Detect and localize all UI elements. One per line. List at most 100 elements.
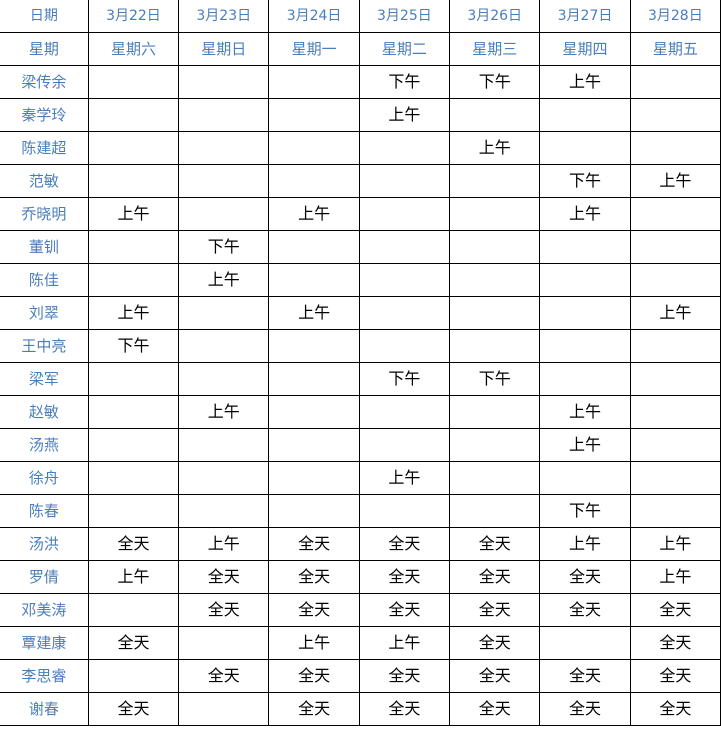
shift-cell[interactable]: 上午 — [630, 296, 721, 330]
shift-cell[interactable] — [178, 296, 270, 330]
shift-cell[interactable]: 全天 — [449, 527, 541, 561]
shift-cell[interactable]: 上午 — [630, 164, 721, 198]
shift-cell[interactable]: 下午 — [539, 164, 631, 198]
shift-cell[interactable] — [630, 263, 721, 297]
shift-cell[interactable]: 全天 — [359, 692, 451, 726]
shift-cell[interactable]: 全天 — [268, 593, 360, 627]
shift-cell[interactable] — [88, 428, 180, 462]
shift-cell[interactable]: 全天 — [630, 692, 721, 726]
shift-cell[interactable]: 下午 — [359, 65, 451, 99]
shift-cell[interactable] — [268, 428, 360, 462]
shift-cell[interactable] — [88, 593, 180, 627]
shift-cell[interactable] — [88, 362, 180, 396]
shift-cell[interactable]: 下午 — [178, 230, 270, 264]
shift-cell[interactable]: 全天 — [178, 659, 270, 693]
shift-cell[interactable]: 全天 — [539, 692, 631, 726]
shift-cell[interactable] — [449, 296, 541, 330]
shift-cell[interactable] — [268, 395, 360, 429]
shift-cell[interactable] — [359, 428, 451, 462]
shift-cell[interactable]: 上午 — [539, 395, 631, 429]
shift-cell[interactable]: 下午 — [449, 362, 541, 396]
shift-cell[interactable] — [178, 131, 270, 165]
shift-cell[interactable] — [178, 428, 270, 462]
shift-cell[interactable]: 全天 — [449, 692, 541, 726]
shift-cell[interactable]: 全天 — [449, 626, 541, 660]
shift-cell[interactable]: 全天 — [449, 659, 541, 693]
shift-cell[interactable]: 上午 — [178, 263, 270, 297]
shift-cell[interactable] — [630, 230, 721, 264]
shift-cell[interactable] — [178, 65, 270, 99]
shift-cell[interactable] — [449, 164, 541, 198]
shift-cell[interactable]: 全天 — [449, 560, 541, 594]
shift-cell[interactable] — [539, 263, 631, 297]
shift-cell[interactable] — [539, 461, 631, 495]
shift-cell[interactable]: 上午 — [539, 65, 631, 99]
shift-cell[interactable] — [268, 263, 360, 297]
shift-cell[interactable] — [630, 131, 721, 165]
shift-cell[interactable] — [449, 197, 541, 231]
shift-cell[interactable] — [178, 362, 270, 396]
shift-cell[interactable]: 全天 — [359, 659, 451, 693]
shift-cell[interactable] — [359, 395, 451, 429]
shift-cell[interactable] — [539, 626, 631, 660]
shift-cell[interactable] — [88, 131, 180, 165]
shift-cell[interactable]: 上午 — [268, 626, 360, 660]
shift-cell[interactable] — [88, 494, 180, 528]
shift-cell[interactable] — [88, 659, 180, 693]
shift-cell[interactable] — [630, 428, 721, 462]
shift-cell[interactable] — [449, 263, 541, 297]
shift-cell[interactable]: 上午 — [630, 560, 721, 594]
shift-cell[interactable] — [359, 197, 451, 231]
shift-cell[interactable]: 上午 — [359, 98, 451, 132]
shift-cell[interactable] — [539, 362, 631, 396]
shift-cell[interactable]: 下午 — [449, 65, 541, 99]
shift-cell[interactable] — [359, 164, 451, 198]
shift-cell[interactable] — [268, 131, 360, 165]
shift-cell[interactable] — [268, 230, 360, 264]
shift-cell[interactable]: 全天 — [630, 593, 721, 627]
shift-cell[interactable]: 上午 — [88, 560, 180, 594]
shift-cell[interactable]: 上午 — [539, 197, 631, 231]
shift-cell[interactable]: 全天 — [88, 692, 180, 726]
shift-cell[interactable]: 全天 — [449, 593, 541, 627]
shift-cell[interactable] — [178, 461, 270, 495]
shift-cell[interactable]: 全天 — [88, 527, 180, 561]
shift-cell[interactable] — [178, 626, 270, 660]
shift-cell[interactable]: 上午 — [539, 428, 631, 462]
shift-cell[interactable] — [449, 461, 541, 495]
shift-cell[interactable] — [449, 98, 541, 132]
shift-cell[interactable]: 上午 — [88, 197, 180, 231]
shift-cell[interactable] — [88, 461, 180, 495]
shift-cell[interactable] — [178, 329, 270, 363]
shift-cell[interactable] — [88, 65, 180, 99]
shift-cell[interactable] — [630, 65, 721, 99]
shift-cell[interactable] — [539, 296, 631, 330]
shift-cell[interactable] — [630, 461, 721, 495]
shift-cell[interactable]: 全天 — [268, 560, 360, 594]
shift-cell[interactable] — [268, 329, 360, 363]
shift-cell[interactable]: 上午 — [539, 527, 631, 561]
shift-cell[interactable]: 全天 — [268, 692, 360, 726]
shift-cell[interactable] — [539, 230, 631, 264]
shift-cell[interactable]: 上午 — [88, 296, 180, 330]
shift-cell[interactable] — [359, 329, 451, 363]
shift-cell[interactable]: 全天 — [539, 560, 631, 594]
shift-cell[interactable] — [539, 329, 631, 363]
shift-cell[interactable]: 上午 — [178, 395, 270, 429]
shift-cell[interactable] — [268, 98, 360, 132]
shift-cell[interactable] — [539, 98, 631, 132]
shift-cell[interactable] — [88, 263, 180, 297]
shift-cell[interactable] — [630, 395, 721, 429]
shift-cell[interactable] — [449, 230, 541, 264]
shift-cell[interactable] — [178, 197, 270, 231]
shift-cell[interactable] — [88, 230, 180, 264]
shift-cell[interactable]: 全天 — [88, 626, 180, 660]
shift-cell[interactable] — [359, 131, 451, 165]
shift-cell[interactable] — [178, 494, 270, 528]
shift-cell[interactable] — [359, 230, 451, 264]
shift-cell[interactable]: 全天 — [178, 593, 270, 627]
shift-cell[interactable]: 全天 — [268, 659, 360, 693]
shift-cell[interactable] — [449, 395, 541, 429]
shift-cell[interactable] — [88, 98, 180, 132]
shift-cell[interactable] — [178, 98, 270, 132]
